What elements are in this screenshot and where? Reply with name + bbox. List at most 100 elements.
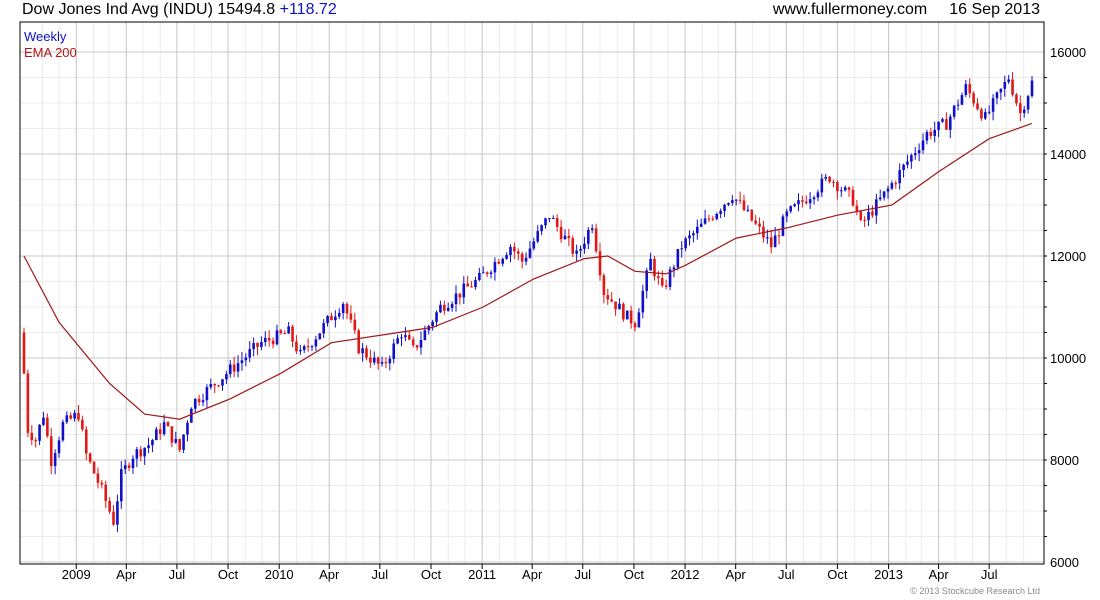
candle-up (454, 293, 458, 305)
candle-up (587, 229, 590, 244)
chart-legend: Weekly EMA 200 (24, 29, 77, 61)
candle-up (193, 398, 197, 409)
candle-down (470, 286, 473, 288)
candle-down (559, 226, 563, 240)
candle-up (641, 290, 645, 313)
candle-up (719, 210, 722, 214)
candle-up (361, 348, 364, 354)
candle-down (871, 211, 874, 216)
change-value: +118.72 (279, 1, 337, 18)
candle-up (435, 312, 438, 322)
x-tick-label: Apr (726, 567, 747, 582)
candle-down (497, 261, 501, 264)
candle-down (742, 200, 746, 211)
candle-up (318, 333, 322, 340)
y-tick-label: 8000 (1050, 453, 1079, 468)
candle-up (275, 330, 279, 345)
candle-down (96, 473, 100, 483)
x-tick-label: 2010 (265, 567, 294, 582)
candle-down (345, 303, 349, 314)
candle-up (781, 216, 785, 236)
candle-up (590, 228, 594, 230)
candle-down (295, 341, 298, 352)
candle-up (890, 183, 894, 189)
candle-up (952, 105, 956, 117)
candle-down (606, 295, 610, 300)
candle-up (766, 237, 769, 239)
chart-header: Dow Jones Ind Avg (INDU) 15494.8 +118.72… (0, 0, 1100, 24)
candle-down (711, 218, 715, 220)
candle-up (715, 213, 719, 220)
candle-down (158, 429, 162, 434)
candle-up (287, 326, 290, 334)
candle-up (1030, 80, 1034, 97)
candle-down (127, 465, 131, 469)
candle-up (672, 267, 676, 270)
candle-down (170, 426, 174, 443)
plot-frame (19, 21, 1045, 565)
candle-down (92, 461, 96, 474)
candle-up (532, 241, 536, 249)
candle-up (536, 231, 540, 242)
candle-down (357, 330, 361, 354)
candle-up (474, 280, 477, 288)
candle-up (209, 384, 213, 388)
candle-up (731, 200, 734, 204)
candle-up (925, 131, 929, 141)
candle-down (660, 278, 664, 286)
candle-up (135, 449, 139, 459)
header-right: www.fullermoney.com 16 Sep 2013 (773, 1, 1040, 19)
candle-up (703, 218, 707, 224)
candle-down (754, 220, 757, 224)
candle-up (575, 250, 578, 254)
candle-down (836, 182, 839, 192)
chart-title: Dow Jones Ind Avg (INDU) 15494.8 +118.72 (22, 1, 337, 19)
legend-ema: EMA 200 (24, 45, 77, 60)
candle-up (906, 161, 909, 165)
x-tick-label: Oct (827, 567, 848, 582)
candle-down (516, 251, 520, 254)
candle-up (882, 191, 886, 198)
candle-up (583, 243, 586, 249)
candle-up (913, 153, 917, 156)
candle-up (489, 272, 493, 275)
candle-down (855, 205, 859, 212)
candle-down (513, 246, 516, 252)
candle-up (162, 422, 166, 434)
candle-up (878, 197, 882, 200)
candle-down (622, 303, 625, 320)
candle-up (341, 303, 345, 314)
candle-down (804, 201, 808, 204)
candle-up (668, 269, 672, 287)
x-tick-label: 2012 (671, 567, 700, 582)
candle-up (205, 387, 209, 401)
candle-down (46, 417, 49, 437)
candle-up (116, 501, 119, 525)
candle-down (443, 304, 446, 311)
candle-down (968, 84, 972, 94)
copyright-notice: © 2013 Stockcube Research Ltd (910, 586, 1040, 596)
y-tick-label: 12000 (1050, 249, 1086, 264)
candle-up (692, 233, 695, 236)
candle-up (190, 408, 193, 423)
candle-up (119, 469, 123, 502)
candle-up (649, 258, 652, 271)
candle-down (77, 413, 80, 420)
candle-up (481, 272, 485, 274)
candle-up (816, 192, 820, 198)
candle-up (61, 422, 65, 441)
candle-down (847, 187, 851, 190)
candle-up (625, 310, 629, 320)
candle-down (108, 500, 111, 512)
candle-up (898, 170, 901, 184)
candle-up (186, 422, 189, 435)
candle-down (415, 345, 419, 348)
candle-up (326, 316, 329, 324)
candle-up (260, 341, 263, 347)
candle-up (637, 312, 641, 328)
website-link[interactable]: www.fullermoney.com (772, 1, 928, 18)
candle-up (902, 164, 905, 171)
candle-up (372, 357, 376, 363)
candle-up (999, 88, 1003, 93)
